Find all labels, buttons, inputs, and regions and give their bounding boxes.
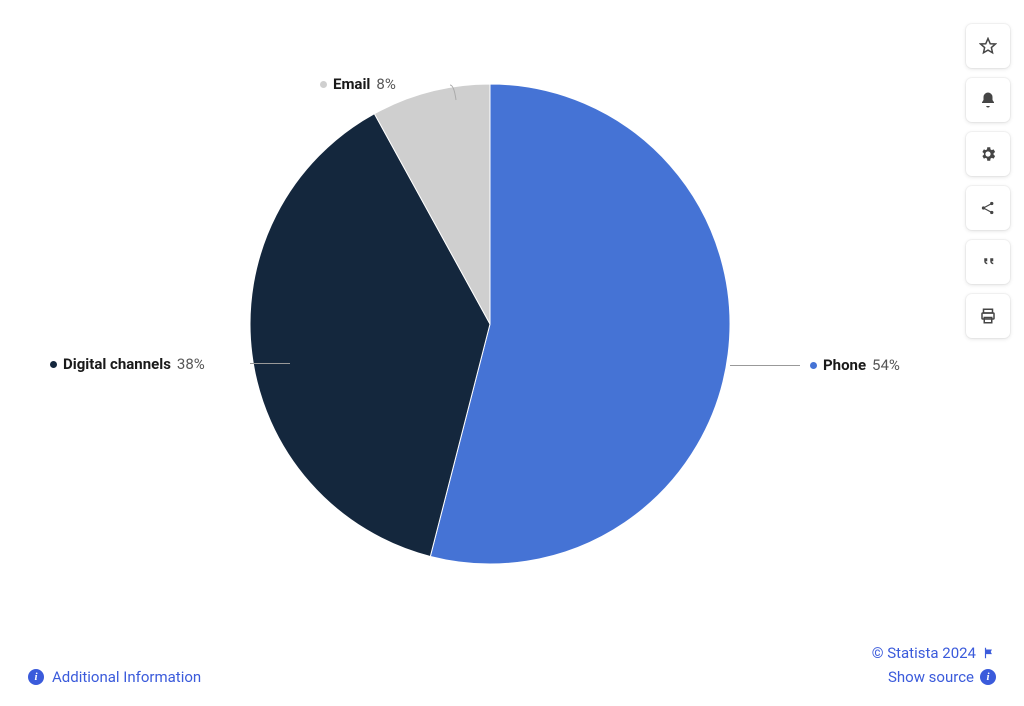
bell-icon xyxy=(979,91,997,109)
action-toolbar xyxy=(966,24,1010,338)
slice-label-email: Email 8% xyxy=(320,75,396,93)
pie-chart xyxy=(250,84,730,564)
notify-button[interactable] xyxy=(966,78,1010,122)
print-icon xyxy=(979,307,997,325)
legend-dot-icon xyxy=(810,362,817,369)
slice-value: 54% xyxy=(872,356,900,374)
chart-footer: i Additional Information © Statista 2024… xyxy=(0,644,1024,686)
slice-label-digital: Digital channels 38% xyxy=(50,355,205,373)
info-icon: i xyxy=(980,669,996,685)
show-source-label: Show source xyxy=(888,668,974,686)
leader-line xyxy=(250,363,290,364)
additional-info-label: Additional Information xyxy=(52,668,201,686)
chart-canvas: Phone 54% Digital channels 38% Email 8% i … xyxy=(0,0,1024,706)
share-icon xyxy=(979,199,997,217)
show-source-link[interactable]: Show source i xyxy=(888,668,996,686)
slice-name: Phone xyxy=(823,356,866,374)
star-icon xyxy=(979,37,997,55)
slice-value: 38% xyxy=(177,355,205,373)
cite-button[interactable] xyxy=(966,240,1010,284)
settings-button[interactable] xyxy=(966,132,1010,176)
copyright-link[interactable]: © Statista 2024 xyxy=(872,644,996,662)
flag-icon xyxy=(982,646,996,660)
leader-line xyxy=(730,365,800,366)
gear-icon xyxy=(979,145,997,163)
slice-value: 8% xyxy=(376,75,395,93)
info-icon: i xyxy=(28,669,44,685)
print-button[interactable] xyxy=(966,294,1010,338)
chart-area: Phone 54% Digital channels 38% Email 8% xyxy=(0,0,1024,620)
favorite-button[interactable] xyxy=(966,24,1010,68)
slice-name: Digital channels xyxy=(63,355,171,373)
copyright-text: © Statista 2024 xyxy=(872,644,976,662)
slice-name: Email xyxy=(333,75,370,93)
legend-dot-icon xyxy=(320,81,327,88)
additional-info-link[interactable]: i Additional Information xyxy=(28,668,201,686)
share-button[interactable] xyxy=(966,186,1010,230)
slice-label-phone: Phone 54% xyxy=(810,356,900,374)
leader-line xyxy=(0,0,1,1)
legend-dot-icon xyxy=(50,361,57,368)
quote-icon xyxy=(979,253,997,271)
footer-right: © Statista 2024 Show source i xyxy=(872,644,996,686)
